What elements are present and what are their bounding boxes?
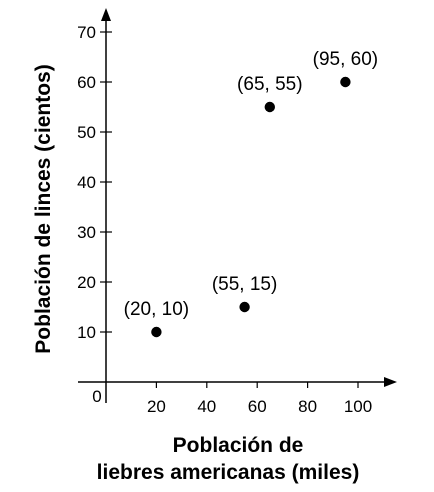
x-axis-title-line-2: liebres americanas (miles) (97, 461, 360, 484)
y-tick-label: 60 (77, 73, 96, 92)
x-tick-label: 80 (298, 397, 317, 416)
data-point (340, 76, 351, 88)
data-point-label: (20, 10) (124, 299, 189, 320)
axes (78, 8, 397, 403)
y-tick-label: 50 (77, 123, 96, 142)
y-tick-label: 20 (77, 273, 96, 292)
x-axis-arrow (384, 377, 397, 387)
data-point (264, 101, 275, 113)
x-tick-label: 100 (344, 397, 372, 416)
y-tick-label: 70 (77, 23, 96, 42)
origin-label: 0 (92, 387, 101, 406)
x-axis-title-line-1: Población de (173, 434, 304, 457)
y-axis-title: Población de linces (cientos) (32, 64, 55, 353)
data-points: (20, 10) (55, 15) (65, 55) (95, 60) (124, 49, 378, 338)
x-tick-label: 40 (197, 397, 216, 416)
data-point-label: (65, 55) (237, 74, 302, 95)
x-tick-label: 60 (248, 397, 267, 416)
y-axis-arrow (101, 8, 111, 21)
y-tick-label: 30 (77, 223, 96, 242)
data-point-label: (95, 60) (313, 49, 378, 70)
y-tick-label: 40 (77, 173, 96, 192)
data-point (151, 326, 162, 338)
axis-ticks: 20 40 60 80 100 10 20 30 40 50 60 70 (77, 23, 372, 416)
x-tick-label: 20 (147, 397, 166, 416)
y-tick-label: 10 (77, 323, 96, 342)
data-point (239, 301, 250, 313)
data-point-label: (55, 15) (212, 274, 277, 295)
